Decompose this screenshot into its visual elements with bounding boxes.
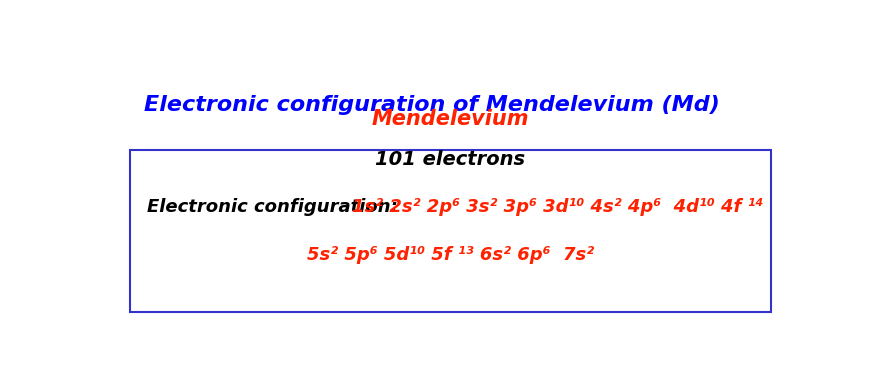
Text: Electronic configuration of Mendelevium (Md): Electronic configuration of Mendelevium … [144,95,719,115]
FancyBboxPatch shape [130,149,770,312]
Text: 5s² 5p⁶ 5d¹⁰ 5f ¹³ 6s² 6p⁶  7s²: 5s² 5p⁶ 5d¹⁰ 5f ¹³ 6s² 6p⁶ 7s² [306,245,594,263]
Text: Mendelevium: Mendelevium [371,109,529,129]
Text: Electronic configuration:: Electronic configuration: [148,198,404,216]
Text: 1s² 2s² 2p⁶ 3s² 3p⁶ 3d¹⁰ 4s² 4p⁶  4d¹⁰ 4f ¹⁴: 1s² 2s² 2p⁶ 3s² 3p⁶ 3d¹⁰ 4s² 4p⁶ 4d¹⁰ 4f… [351,198,762,216]
Text: 101 electrons: 101 electrons [375,151,525,169]
